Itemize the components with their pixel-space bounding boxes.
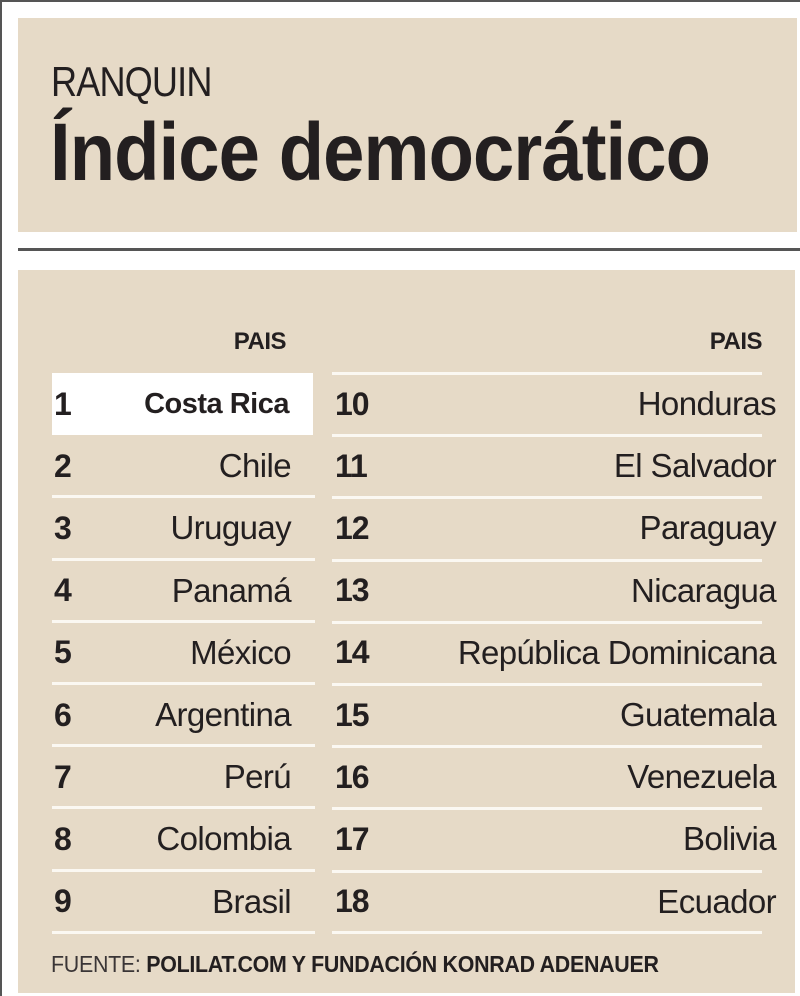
country-name: Chile xyxy=(218,447,292,485)
rank-number: 2 xyxy=(54,447,72,484)
column-header-left: PAIS xyxy=(233,328,287,355)
rank-number: 1 xyxy=(54,385,72,422)
country-name: Paraguay xyxy=(639,509,777,547)
country-name: Argentina xyxy=(155,696,291,734)
source-footer: FUENTE: POLILAT.COM Y FUNDACIÓN KONRAD A… xyxy=(51,951,659,978)
country-name: Ecuador xyxy=(657,882,776,920)
rank-number: 8 xyxy=(54,820,72,857)
ranking-row: 12 Paraguay xyxy=(332,496,777,559)
ranking-row: 3 Uruguay xyxy=(52,497,315,561)
ranking-row: 13 Nicaragua xyxy=(332,558,777,622)
rank-number: 14 xyxy=(335,634,370,671)
rank-number: 3 xyxy=(54,509,72,546)
country-name: Costa Rica xyxy=(144,387,289,420)
country-name: Uruguay xyxy=(170,509,291,547)
ranking-row: 4 Panamá xyxy=(52,560,315,623)
country-name: República Dominicana xyxy=(457,633,777,671)
ranking-row-highlighted: 1 Costa Rica xyxy=(52,373,313,436)
ranking-row: 16 Venezuela xyxy=(332,745,777,808)
ranking-list-left: 1 Costa Rica 2 Chile 3 Uruguay 4 Panamá … xyxy=(52,373,315,934)
ranking-row: 5 México xyxy=(52,622,315,686)
rank-number: 6 xyxy=(54,696,72,733)
rank-number: 16 xyxy=(335,758,370,795)
ranking-row: 15 Guatemala xyxy=(332,682,777,746)
source-label: FUENTE: xyxy=(51,951,141,977)
column-header-right: PAIS xyxy=(709,328,763,355)
rank-number: 13 xyxy=(335,572,370,609)
divider-rule xyxy=(18,248,800,251)
header-panel xyxy=(18,18,797,232)
frame-border-left xyxy=(0,0,2,996)
ranking-row: 7 Perú xyxy=(52,746,315,810)
rank-number: 7 xyxy=(54,758,72,795)
rank-number: 17 xyxy=(335,820,370,857)
country-name: Venezuela xyxy=(627,758,776,796)
ranking-row: 10 Honduras xyxy=(332,371,777,435)
frame-border-top xyxy=(0,0,800,2)
country-name: Guatemala xyxy=(619,696,777,734)
country-name: Perú xyxy=(223,758,292,796)
ranking-row: 2 Chile xyxy=(52,435,315,499)
country-name: Bolivia xyxy=(682,820,777,858)
ranking-row: 9 Brasil xyxy=(52,871,315,934)
country-name: El Salvador xyxy=(613,447,777,485)
country-name: Honduras xyxy=(637,385,777,423)
ranking-row: 14 República Dominicana xyxy=(332,620,777,684)
rank-number: 5 xyxy=(54,634,72,671)
country-name: Colombia xyxy=(156,820,291,858)
ranking-row: 8 Colombia xyxy=(52,808,315,872)
country-name: Nicaragua xyxy=(630,571,777,609)
rank-number: 12 xyxy=(335,509,370,546)
ranking-list-right: 10 Honduras 11 El Salvador 12 Paraguay 1… xyxy=(332,371,777,934)
ranking-row: 18 Ecuador xyxy=(332,869,777,934)
country-name: Brasil xyxy=(212,882,292,920)
ranking-row: 11 El Salvador xyxy=(332,434,777,497)
country-name: México xyxy=(190,633,292,671)
rank-number: 4 xyxy=(54,572,72,609)
kicker-label: RANQUIN xyxy=(51,58,212,105)
rank-number: 10 xyxy=(335,385,370,422)
rank-number: 18 xyxy=(335,883,370,920)
rank-number: 9 xyxy=(54,883,72,920)
rank-number: 11 xyxy=(335,447,368,484)
page-title: Índice democrático xyxy=(50,107,711,198)
country-name: Panamá xyxy=(171,571,292,609)
ranking-row: 17 Bolivia xyxy=(332,807,777,870)
ranking-row: 6 Argentina xyxy=(52,684,315,748)
source-text: POLILAT.COM Y FUNDACIÓN KONRAD ADENAUER xyxy=(146,951,659,977)
rank-number: 15 xyxy=(335,696,370,733)
